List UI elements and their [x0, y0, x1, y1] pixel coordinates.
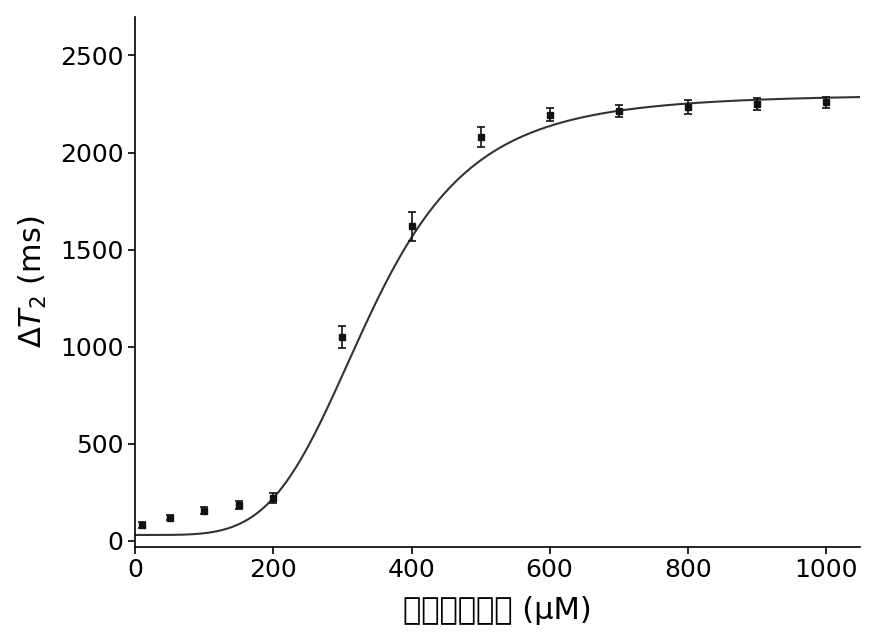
Y-axis label: $\Delta T_2\ \mathrm{(ms)}$: $\Delta T_2\ \mathrm{(ms)}$ — [17, 215, 49, 348]
X-axis label: 抗坑血酸浓度 (μM): 抗坑血酸浓度 (μM) — [403, 596, 592, 625]
